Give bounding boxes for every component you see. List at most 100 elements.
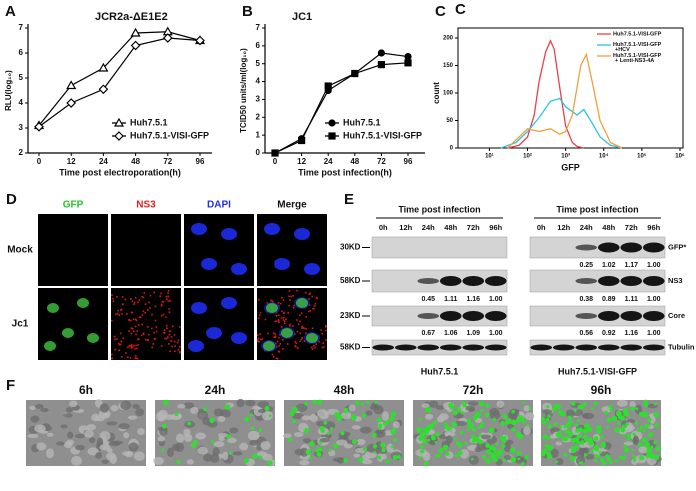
- cell: [186, 459, 195, 465]
- gfp-cell: [330, 427, 334, 431]
- quantification: 1.00: [489, 330, 503, 337]
- gfp-cell: [420, 449, 425, 454]
- y-axis-label: count: [432, 82, 441, 104]
- gfp-cell: [606, 426, 609, 429]
- time-title: 48h: [334, 383, 355, 397]
- ns3-stain: [274, 320, 277, 323]
- gfp-cell: [319, 441, 323, 445]
- cell: [60, 424, 68, 429]
- gfp-cell: [478, 433, 482, 437]
- gfp-cell: [258, 455, 263, 460]
- gfp-cell: [607, 456, 612, 461]
- cell: [489, 407, 500, 416]
- ns3-stain: [134, 347, 136, 350]
- band: [439, 344, 462, 351]
- gfp-cell: [563, 452, 568, 457]
- ns3-stain: [299, 320, 301, 323]
- gfp-cell: [568, 420, 574, 425]
- gfp-cell: [599, 457, 604, 462]
- y-tick-label: 0: [450, 146, 454, 152]
- gfp-cell: [576, 419, 581, 423]
- ns3-stain: [312, 308, 314, 310]
- ns3-stain: [176, 341, 179, 344]
- cell: [27, 434, 39, 439]
- gfp-cell: [393, 438, 397, 442]
- cell: [34, 404, 44, 409]
- protein-label: NS3: [668, 276, 683, 285]
- gfp-cell: [521, 462, 525, 466]
- ns3-stain: [304, 291, 307, 294]
- ns3-stain: [144, 311, 146, 314]
- x-tick-label: 10¹: [485, 153, 494, 160]
- cell: [123, 432, 130, 439]
- ns3-stain: [179, 351, 181, 354]
- gfp-cell: [382, 422, 387, 426]
- gfp-cell: [380, 442, 386, 448]
- ns3-stain: [305, 332, 307, 335]
- x-tick-label: 12: [297, 157, 306, 166]
- gfp-cell: [625, 422, 629, 427]
- cell: [293, 432, 304, 437]
- quantification: 1.17: [624, 262, 638, 269]
- cell: [118, 423, 130, 430]
- y-tick-label: 4: [256, 77, 261, 86]
- gfp-nucleus: [62, 328, 74, 338]
- band: [597, 276, 620, 286]
- gfp-cell: [474, 436, 480, 443]
- time-title: 6h: [79, 383, 93, 397]
- gfp-cell: [378, 427, 382, 430]
- cell: [467, 401, 479, 406]
- gfp-cell: [461, 400, 466, 405]
- gfp-cell: [376, 417, 382, 423]
- ns3-stain: [257, 340, 259, 342]
- ns3-stain: [131, 300, 134, 303]
- gfp-cell: [479, 424, 484, 428]
- ns3-stain: [311, 348, 314, 350]
- gfp-cell: [389, 416, 395, 422]
- ns3-stain: [114, 348, 116, 351]
- gfp-cell: [569, 455, 576, 462]
- legend-label: Huh7.5.1-VISI-GFP: [613, 31, 662, 37]
- gfp-cell: [510, 456, 517, 463]
- cell: [365, 410, 373, 416]
- ns3-stain: [179, 326, 181, 328]
- gfp-cell: [546, 453, 552, 460]
- ns3-stain: [303, 327, 305, 329]
- y-tick-label: 7: [19, 23, 24, 32]
- gfp-cell: [511, 419, 517, 426]
- band: [439, 276, 462, 286]
- band: [439, 311, 462, 321]
- gfp-cell: [427, 438, 431, 442]
- cell: [638, 446, 650, 454]
- legend-label-part: +HCV: [615, 47, 630, 53]
- ns3-stain: [119, 309, 122, 311]
- ns3-stain: [137, 301, 139, 304]
- ns3-stain: [128, 319, 131, 321]
- ns3-stain: [259, 311, 262, 314]
- ns3-stain: [133, 330, 135, 332]
- column-label: Merge: [277, 200, 307, 211]
- ns3-stain: [115, 338, 118, 340]
- ns3-stain: [125, 352, 127, 354]
- cell: [579, 443, 588, 448]
- gfp-cell: [373, 450, 377, 454]
- ns3-stain: [127, 346, 129, 349]
- ns3-stain: [174, 345, 176, 347]
- band: [417, 313, 440, 319]
- time-label: 96h: [489, 223, 502, 232]
- ns3-stain: [292, 294, 294, 297]
- cell: [446, 435, 453, 444]
- ns3-stain: [299, 340, 301, 343]
- ns3-stain: [117, 342, 120, 345]
- ns3-stain: [165, 316, 167, 318]
- ns3-stain: [278, 336, 280, 339]
- series-line: [38, 37, 201, 128]
- gfp-cell: [578, 461, 582, 465]
- gfp-cell: [390, 429, 396, 435]
- panel-label: C: [455, 1, 466, 18]
- y-tick-label: 5: [19, 73, 24, 82]
- ns3-stain: [134, 296, 137, 299]
- gfp-cell: [354, 400, 360, 406]
- quantification: 1.16: [624, 330, 638, 337]
